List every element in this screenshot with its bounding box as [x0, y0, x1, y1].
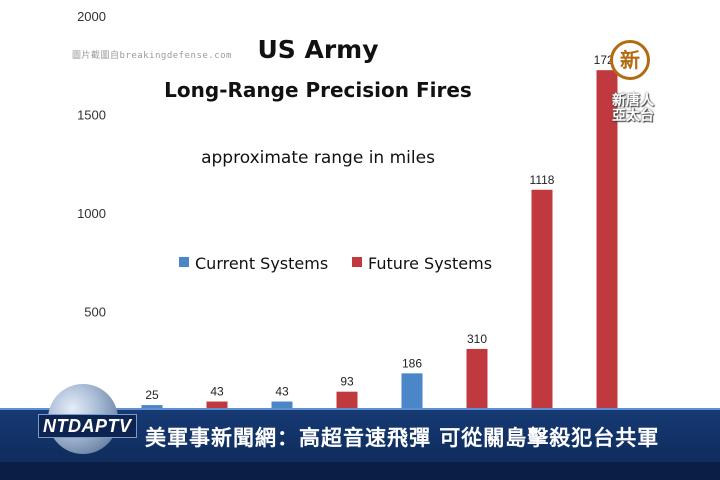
bar-data-label: 43: [210, 385, 224, 399]
logo-emblem-icon: 新: [610, 40, 650, 80]
channel-logo: 新 新唐人 亞太台: [600, 38, 666, 134]
chart-title-line2: Long-Range Precision Fires: [164, 78, 472, 102]
bar: [466, 348, 488, 410]
bar: [596, 70, 618, 411]
logo-text-line2: 亞太台: [612, 108, 654, 124]
logo-glyph: 新: [620, 48, 640, 72]
y-tick-label: 500: [84, 305, 106, 320]
bar: [336, 391, 358, 410]
news-headline: 美軍事新聞網：高超音速飛彈 可從關島擊殺犯台共軍: [145, 426, 660, 450]
legend: Current Systems Future Systems: [179, 254, 492, 273]
chart-title-line1: US Army: [257, 35, 378, 64]
y-tick-label: 1500: [77, 108, 106, 123]
source-watermark: 圖片截圖自breakingdefense.com: [72, 51, 232, 61]
bar: [206, 401, 228, 410]
bar: [401, 373, 423, 410]
logo-text-line1: 新唐人: [612, 93, 654, 109]
bar: [141, 405, 163, 410]
legend-swatch-current: [179, 257, 189, 267]
legend-label-current: Current Systems: [195, 254, 328, 273]
legend-label-future: Future Systems: [368, 254, 492, 273]
ticker-bottom-strip: [0, 462, 720, 480]
y-tick-label: 1000: [77, 206, 106, 221]
bar-data-label: 1118: [530, 173, 555, 187]
y-axis-ticks: 2000 1500 1000 500: [77, 9, 106, 320]
channel-badge: NTDAPTV: [38, 414, 137, 438]
bar-data-label: 25: [145, 388, 159, 402]
channel-badge-text: NTDAPTV: [43, 416, 132, 436]
chart-subtitle: approximate range in miles: [201, 148, 435, 168]
bar: [271, 401, 293, 410]
bar-data-label: 186: [402, 356, 422, 370]
bar-data-label: 93: [340, 375, 354, 389]
y-tick-label: 2000: [77, 9, 106, 24]
bar-data-label: 310: [467, 332, 487, 346]
bar: [531, 189, 553, 410]
bar-data-label: 43: [275, 385, 289, 399]
ticker-accent-line: [0, 408, 720, 411]
legend-swatch-future: [352, 257, 362, 267]
logo-text: 新唐人 亞太台: [602, 94, 664, 124]
